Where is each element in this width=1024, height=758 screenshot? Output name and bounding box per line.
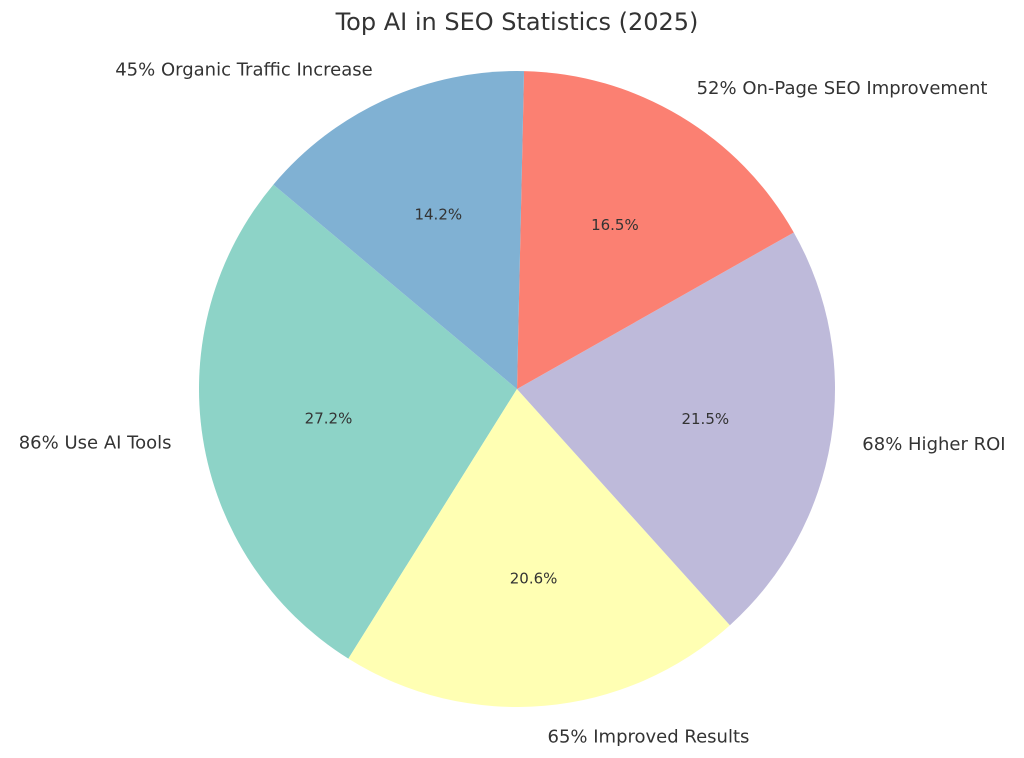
pie-slice-86pct-use-ai-tools [199,184,518,659]
slice-percent-45pct-organic-traffic-increase: 14.2% [414,206,462,224]
chart-title: Top AI in SEO Statistics (2025) [335,8,699,36]
slice-label-45pct-organic-traffic-increase: 45% Organic Traffic Increase [115,59,372,80]
slice-label-65pct-improved-results: 65% Improved Results [548,727,750,748]
pie-slices [199,71,836,707]
pie-slice-45pct-organic-traffic-increase [273,71,525,390]
slice-percent-86pct-use-ai-tools: 27.2% [305,409,353,427]
pie-slice-68pct-higher-roi [517,232,836,626]
slice-percent-68pct-higher-roi: 21.5% [681,410,729,428]
pie-slice-52pct-on-page-seo-improvement [517,71,794,389]
slice-percent-65pct-improved-results: 20.6% [510,570,558,588]
pie-slice-65pct-improved-results [348,389,730,707]
pie-labels: 86% Use AI Tools 27.2% 65% Improved Result… [19,59,1006,747]
slice-percent-52pct-on-page-seo-improvement: 16.5% [591,216,639,234]
slice-label-52pct-on-page-seo-improvement: 52% On-Page SEO Improvement [697,78,988,99]
slice-label-86pct-use-ai-tools: 86% Use AI Tools [19,433,172,454]
slice-label-68pct-higher-roi: 68% Higher ROI [862,434,1005,455]
